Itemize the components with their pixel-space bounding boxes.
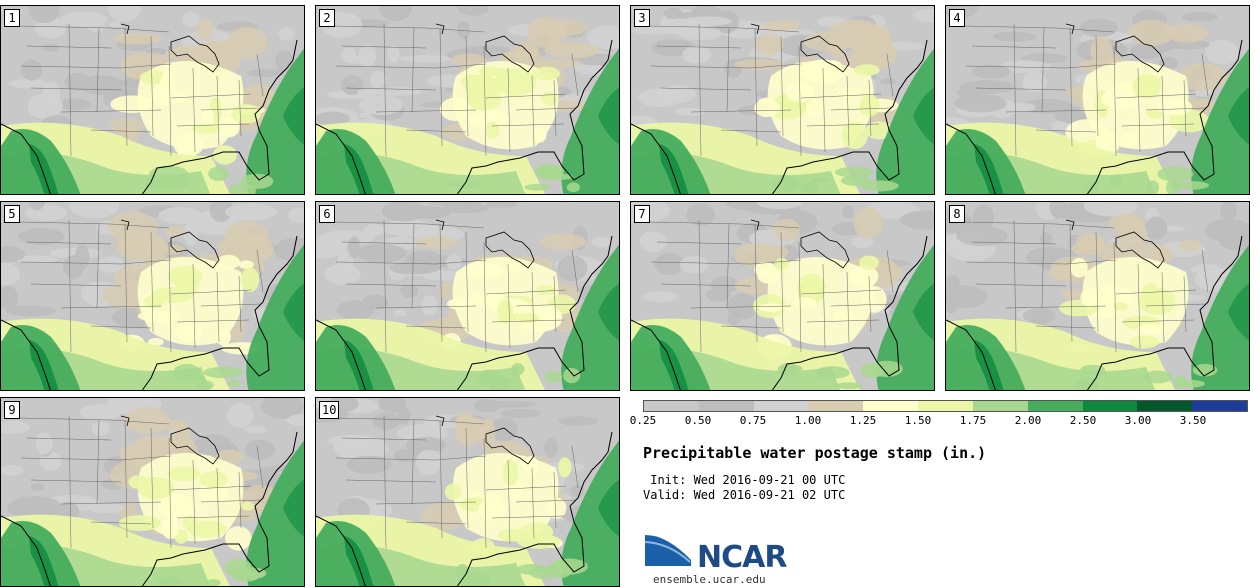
precipitable-water-map: [946, 6, 1249, 194]
precipitable-water-map: [1, 398, 304, 586]
legend-label: 1.75: [959, 414, 987, 427]
panel-number: 10: [319, 401, 340, 419]
precipitable-water-map: [1, 202, 304, 390]
panel-number: 6: [319, 205, 335, 223]
legend-label: 0.25: [629, 414, 657, 427]
precipitable-water-map: [631, 202, 934, 390]
ensemble-member-panel[interactable]: 3: [630, 5, 935, 195]
panel-number: 1: [4, 9, 20, 27]
legend-swatch: [644, 401, 699, 411]
legend-swatch: [698, 401, 754, 411]
legend-swatch: [1027, 401, 1083, 411]
precipitable-water-map: [316, 398, 619, 586]
ensemble-member-panel[interactable]: 1: [0, 5, 305, 195]
site-url[interactable]: ensemble.ucar.edu: [653, 573, 766, 586]
panel-number: 3: [634, 9, 650, 27]
ensemble-member-panel[interactable]: 7: [630, 201, 935, 391]
legend-label: 3.50: [1179, 414, 1207, 427]
legend-swatch: [753, 401, 809, 411]
ncar-logo-icon: [644, 533, 692, 566]
panel-number: 5: [4, 205, 20, 223]
init-time: Init: Wed 2016-09-21 00 UTC: [643, 473, 846, 487]
panel-number: 8: [949, 205, 965, 223]
legend-swatch: [863, 401, 919, 411]
ensemble-member-panel[interactable]: 2: [315, 5, 620, 195]
color-legend: [643, 400, 1248, 412]
legend-label: 3.00: [1124, 414, 1152, 427]
ensemble-member-panel[interactable]: 10: [315, 397, 620, 587]
legend-label: 1.00: [794, 414, 822, 427]
ensemble-member-panel[interactable]: 6: [315, 201, 620, 391]
precipitable-water-map: [316, 202, 619, 390]
legend-swatch: [808, 401, 864, 411]
precipitable-water-map: [946, 202, 1249, 390]
panel-number: 9: [4, 401, 20, 419]
panel-number: 7: [634, 205, 650, 223]
precipitable-water-map: [316, 6, 619, 194]
legend-label: 1.50: [904, 414, 932, 427]
legend-label: 0.50: [684, 414, 712, 427]
legend-label: 0.75: [739, 414, 767, 427]
legend-label: 1.25: [849, 414, 877, 427]
legend-swatch: [918, 401, 973, 411]
precipitable-water-map: [1, 6, 304, 194]
panel-number: 4: [949, 9, 965, 27]
precipitable-water-map: [631, 6, 934, 194]
legend-label: 2.00: [1014, 414, 1042, 427]
ensemble-member-panel[interactable]: 5: [0, 201, 305, 391]
legend-swatch: [1137, 401, 1193, 411]
ensemble-member-panel[interactable]: 8: [945, 201, 1250, 391]
page-title: Precipitable water postage stamp (in.): [643, 444, 987, 462]
legend-swatch: [1082, 401, 1138, 411]
panel-number: 2: [319, 9, 335, 27]
legend-swatch: [972, 401, 1028, 411]
legend-label: 2.50: [1069, 414, 1097, 427]
ensemble-member-panel[interactable]: 4: [945, 5, 1250, 195]
ncar-brand: NCAR: [697, 540, 787, 575]
ensemble-member-panel[interactable]: 9: [0, 397, 305, 587]
legend-swatch: [1192, 401, 1247, 411]
valid-time: Valid: Wed 2016-09-21 02 UTC: [643, 488, 846, 502]
legend-labels: 0.25 0.50 0.75 1.00 1.25 1.50 1.75 2.00 2.50 3.00…: [630, 414, 1260, 428]
